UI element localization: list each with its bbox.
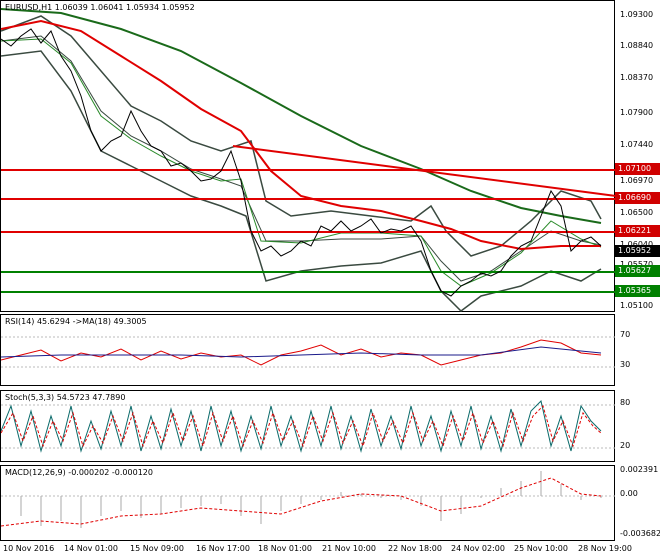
bollinger-mid	[1, 35, 602, 282]
level-label-106221: 1.06221	[615, 225, 660, 237]
rsi-scale: 70 30	[615, 314, 660, 386]
price-tick: 1.05570	[620, 260, 653, 269]
level-label-105627: 1.05627	[615, 265, 660, 277]
price-tick: 1.09300	[620, 10, 654, 19]
price-scale: 1.09300 1.08840 1.08370 1.07900 1.07440 …	[615, 0, 660, 312]
bollinger-upper	[1, 15, 602, 257]
stoch-tick: 80	[620, 398, 631, 407]
rsi-line	[1, 339, 602, 366]
rsi-panel[interactable]: RSI(14) 45.6294 ->MA(18) 49.3005	[0, 314, 616, 386]
ma-fast	[1, 38, 602, 287]
price-tick: 1.07900	[620, 108, 654, 117]
ma-green-long	[1, 8, 602, 224]
stochastic-title: Stoch(5,3,3) 54.5723 47.7890	[5, 393, 126, 402]
time-label: 18 Nov 01:00	[258, 544, 312, 553]
rsi-tick: 70	[620, 330, 631, 339]
time-axis: 10 Nov 2016 14 Nov 01:00 15 Nov 09:00 16…	[0, 541, 632, 560]
macd-tick: -0.003682	[620, 529, 660, 538]
time-label: 21 Nov 10:00	[322, 544, 376, 553]
price-tick: 1.08370	[620, 73, 654, 82]
price-chart-title: EURUSD,H1 1.06039 1.06041 1.05934 1.0595…	[5, 3, 195, 12]
price-tick: 1.05100	[620, 301, 654, 310]
price-tick: 1.06040	[620, 240, 653, 249]
time-label: 14 Nov 01:00	[64, 544, 118, 553]
price-tick: 1.06970	[620, 176, 654, 185]
rsi-ma-line	[1, 346, 602, 358]
macd-signal-line	[1, 477, 602, 527]
macd-tick: 0.00	[620, 489, 638, 498]
macd-tick: 0.002391	[620, 465, 659, 474]
time-label: 25 Nov 10:00	[514, 544, 568, 553]
price-tick: 1.07440	[620, 140, 654, 149]
price-chart-panel[interactable]: EURUSD,H1 1.06039 1.06041 1.05934 1.0595…	[0, 0, 616, 312]
stochastic-scale: 80 20	[615, 390, 660, 462]
rsi-tick: 30	[620, 360, 631, 369]
macd-scale: 0.002391 0.00 -0.003682	[615, 465, 660, 541]
macd-histogram	[20, 471, 602, 528]
stochastic-panel[interactable]: Stoch(5,3,3) 54.5723 47.7890	[0, 390, 616, 462]
price-chart-svg	[1, 8, 616, 312]
macd-panel[interactable]: MACD(12,26,9) -0.000202 -0.000120	[0, 465, 616, 541]
level-label-105365: 1.05365	[615, 285, 660, 297]
level-label-106690: 1.06690	[615, 192, 660, 204]
time-label: 22 Nov 18:00	[388, 544, 442, 553]
stoch-main-line	[1, 400, 602, 453]
level-label-107100: 1.07100	[615, 163, 660, 175]
price-tick: 1.08840	[620, 41, 654, 50]
macd-svg	[1, 471, 616, 528]
time-label: 15 Nov 09:00	[130, 544, 184, 553]
stoch-signal-line	[1, 405, 602, 448]
stoch-tick: 20	[620, 441, 631, 450]
ma-red	[1, 19, 601, 251]
macd-title: MACD(12,26,9) -0.000202 -0.000120	[5, 468, 153, 477]
stochastic-svg	[1, 400, 616, 453]
time-label: 28 Nov 19:00	[578, 544, 632, 553]
price-tick: 1.06500	[620, 208, 654, 217]
rsi-svg	[1, 336, 616, 368]
current-price-label: 1.05952	[615, 245, 660, 257]
rsi-title: RSI(14) 45.6294 ->MA(18) 49.3005	[5, 317, 147, 326]
time-label: 10 Nov 2016	[3, 544, 55, 553]
price-series	[1, 28, 602, 297]
time-label: 24 Nov 02:00	[451, 544, 505, 553]
time-label: 16 Nov 17:00	[196, 544, 250, 553]
